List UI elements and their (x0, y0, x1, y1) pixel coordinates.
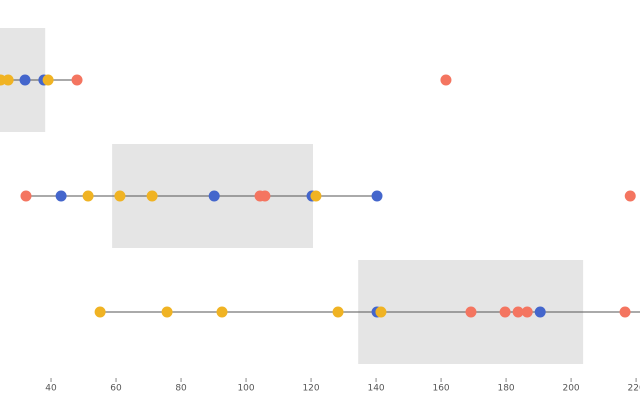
dot (82, 190, 94, 202)
dot (521, 306, 533, 318)
x-tick-label: 80 (175, 384, 187, 394)
dot (619, 306, 631, 318)
x-tick-label: 40 (45, 384, 57, 394)
x-tick-label: 180 (497, 384, 514, 394)
dot (146, 190, 158, 202)
dot (440, 74, 452, 86)
dot (20, 190, 32, 202)
dot (208, 190, 220, 202)
dot (512, 306, 524, 318)
x-tick-label: 100 (237, 384, 254, 394)
x-tick-label: 140 (367, 384, 384, 394)
dot (310, 190, 322, 202)
x-tick-label: 160 (432, 384, 449, 394)
dot (534, 306, 546, 318)
dot (465, 306, 477, 318)
x-tick-label: 220 (628, 384, 640, 394)
dot (71, 74, 83, 86)
dot (499, 306, 511, 318)
dot (371, 190, 383, 202)
dot (2, 74, 14, 86)
dot (42, 74, 54, 86)
dot (161, 306, 173, 318)
dot (332, 306, 344, 318)
dot (19, 74, 31, 86)
x-tick-label: 120 (302, 384, 319, 394)
x-tick-label: 60 (110, 384, 122, 394)
dot (375, 306, 387, 318)
dot (216, 306, 228, 318)
dot (259, 190, 271, 202)
dot (114, 190, 126, 202)
dot (94, 306, 106, 318)
dot (55, 190, 67, 202)
x-tick-label: 200 (562, 384, 579, 394)
dot (624, 190, 636, 202)
